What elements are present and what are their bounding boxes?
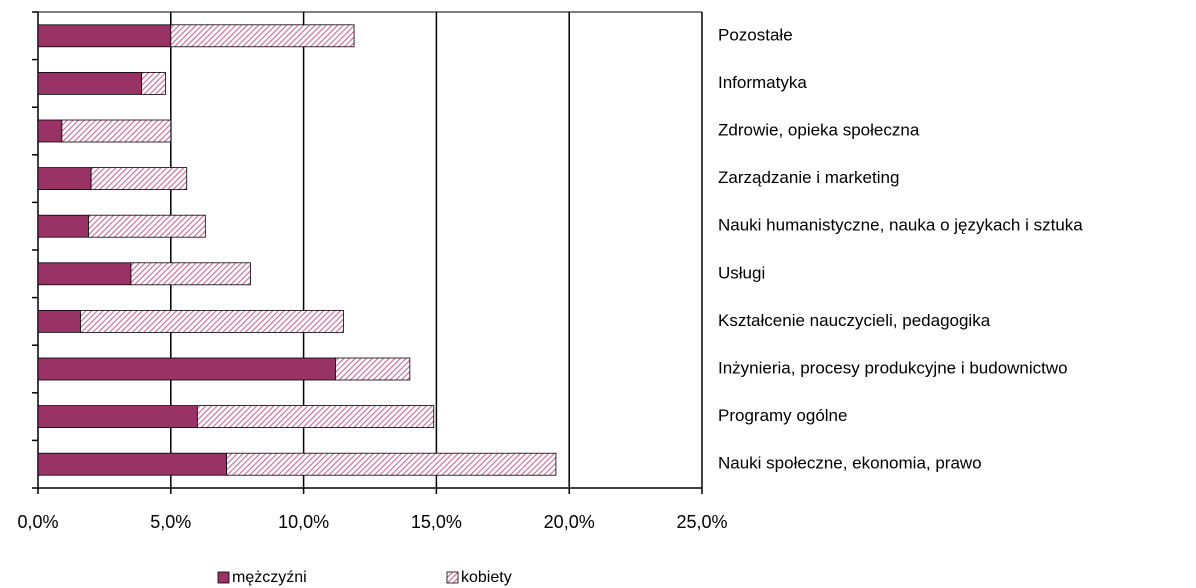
category-label: Pozostałe: [718, 25, 793, 44]
x-tick-label: 5,0%: [150, 512, 191, 532]
bar: [37, 167, 92, 191]
bar: [88, 214, 206, 238]
bar: [37, 357, 336, 381]
bar: [61, 119, 172, 143]
category-label: Informatyka: [718, 73, 807, 92]
category-label: Inżynieria, procesy produkcyjne i budown…: [718, 358, 1068, 377]
category-label: Kształcenie nauczycieli, pedagogika: [718, 311, 991, 330]
bar: [130, 262, 251, 286]
bar: [37, 262, 132, 286]
bar: [37, 452, 227, 476]
legend-swatch: [217, 571, 230, 584]
bar: [141, 72, 166, 95]
bar: [170, 24, 355, 48]
bar: [37, 24, 172, 48]
bar: [196, 405, 435, 429]
bar: [335, 357, 411, 381]
x-tick-label: 10,0%: [278, 512, 329, 532]
category-label: Zarządzanie i marketing: [718, 168, 899, 187]
bar: [90, 167, 188, 191]
legend-swatch: [446, 571, 459, 584]
bar: [37, 309, 81, 333]
bar: [37, 405, 198, 429]
legend-label: kobiety: [461, 569, 512, 586]
category-label: Nauki społeczne, ekonomia, prawo: [718, 454, 982, 473]
category-label: Zdrowie, opieka społeczna: [718, 120, 920, 139]
bar: [37, 119, 63, 143]
bar: [37, 214, 89, 238]
bar: [37, 72, 142, 95]
bar: [80, 309, 344, 333]
category-label: Nauki humanistyczne, nauka o językach i …: [718, 216, 1083, 235]
x-tick-label: 20,0%: [544, 512, 595, 532]
x-tick-label: 0,0%: [17, 512, 58, 532]
x-tick-label: 25,0%: [676, 512, 727, 532]
bar: [226, 452, 557, 476]
legend-label: mężczyźni: [232, 569, 307, 586]
category-label: Programy ogólne: [718, 406, 847, 425]
category-label: Usługi: [718, 263, 765, 282]
x-tick-label: 15,0%: [411, 512, 462, 532]
